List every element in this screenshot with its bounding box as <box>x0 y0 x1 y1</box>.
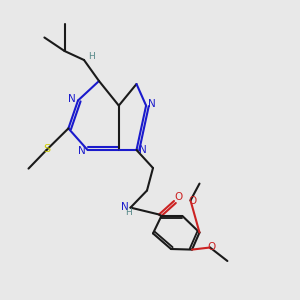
Text: N: N <box>139 145 147 155</box>
Text: N: N <box>68 94 76 104</box>
Text: N: N <box>148 99 156 109</box>
Text: O: O <box>174 192 183 203</box>
Text: N: N <box>78 146 86 156</box>
Text: O: O <box>189 196 197 206</box>
Text: O: O <box>207 242 216 252</box>
Text: H: H <box>125 208 132 217</box>
Text: H: H <box>88 52 95 62</box>
Text: N: N <box>121 202 128 212</box>
Text: S: S <box>43 144 50 154</box>
